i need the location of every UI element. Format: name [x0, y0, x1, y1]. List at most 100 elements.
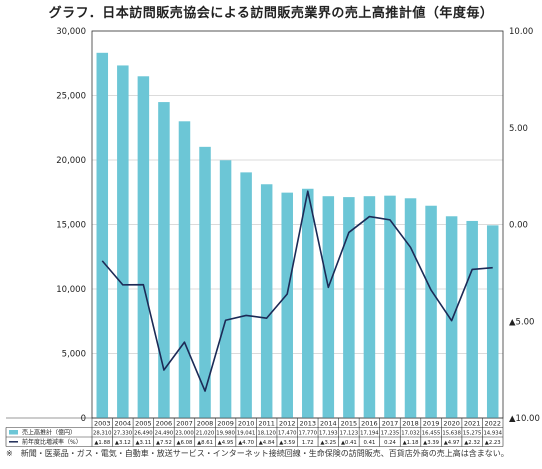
left-tick-label: 20,000: [56, 156, 86, 166]
bar-value-label: 17,235: [381, 431, 400, 437]
x-tick-label: 2019: [423, 420, 440, 428]
left-tick-label: 15,000: [56, 221, 86, 231]
left-tick-label: 30,000: [56, 27, 86, 37]
bar-value-label: 17,770: [299, 431, 318, 437]
bar-value-label: 17,193: [319, 431, 338, 437]
bar-value-label: 19,980: [216, 431, 235, 437]
bar-value-label: 27,330: [114, 431, 133, 437]
bar-value-label: 24,490: [155, 431, 174, 437]
bar: [486, 225, 499, 418]
bar-value-label: 21,020: [196, 431, 215, 437]
bar: [322, 196, 335, 418]
bar: [219, 160, 232, 418]
bar: [343, 197, 355, 418]
x-tick-label: 2012: [279, 420, 296, 428]
legend-label-line: 前年度比増減率（%）: [22, 438, 82, 446]
x-tick-label: 2014: [320, 420, 337, 428]
line-value-label: ▲1.88: [94, 440, 110, 446]
right-tick-label: 0.00: [509, 221, 528, 231]
x-tick-label: 2003: [94, 420, 111, 428]
chart-title: グラフ．日本訪問販売協会による訪問販売業界の売上高推計値（年度毎）: [48, 6, 494, 21]
line-value-label: ▲2.32: [464, 440, 480, 446]
bar-value-label: 17,123: [340, 431, 359, 437]
line-value-label: ▲3.39: [423, 440, 439, 446]
line-value-label: ▲1.18: [403, 440, 419, 446]
bar: [158, 102, 170, 418]
bar-value-label: 26,490: [134, 431, 153, 437]
bar: [466, 220, 478, 418]
left-tick-label: 5,000: [62, 350, 86, 360]
bar: [199, 146, 211, 419]
x-tick-label: 2010: [238, 420, 255, 428]
line-value-label: ▲4.95: [218, 440, 234, 446]
line-value-label: 0.24: [384, 440, 396, 446]
bar-value-label: 19,041: [237, 431, 256, 437]
legend-label-bar: 売上高推計（億円）: [22, 429, 76, 437]
bar-value-label: 15,275: [463, 431, 482, 437]
bar: [117, 65, 129, 419]
line-value-label: ▲3.59: [279, 440, 295, 446]
right-tick-label: 10.00: [509, 27, 533, 37]
bar: [425, 205, 437, 418]
bar: [445, 216, 458, 418]
bar: [281, 192, 293, 418]
x-tick-label: 2022: [484, 420, 501, 428]
line-value-label: ▲3.12: [115, 440, 131, 446]
bar: [260, 184, 273, 418]
bar: [363, 196, 376, 418]
x-tick-label: 2008: [197, 420, 214, 428]
x-tick-label: 2009: [217, 420, 234, 428]
line-value-label: ▲4.84: [259, 440, 275, 446]
bar: [240, 172, 252, 418]
bar: [384, 195, 396, 418]
x-tick-label: 2007: [176, 420, 193, 428]
bar-value-label: 18,120: [257, 431, 276, 437]
x-tick-label: 2021: [464, 420, 481, 428]
bar-value-label: 28,310: [93, 431, 112, 437]
left-tick-label: 0: [81, 414, 86, 424]
line-value-label: ▲7.52: [156, 440, 172, 446]
right-tick-label: ▲10.00: [509, 414, 540, 424]
line-value-label: ▲4.70: [238, 440, 254, 446]
line-value-label: ▲3.11: [135, 440, 151, 446]
x-tick-label: 2018: [402, 420, 419, 428]
line-value-label: ▲6.08: [177, 440, 193, 446]
series-line: [101, 190, 493, 392]
x-tick-label: 2011: [258, 420, 275, 428]
bar-value-label: 17,032: [401, 431, 420, 437]
bar-value-label: 14,934: [483, 431, 502, 437]
left-tick-label: 10,000: [56, 285, 86, 295]
bar-value-label: 23,000: [175, 431, 194, 437]
line-value-label: ▲4.97: [444, 440, 460, 446]
line-value-label: ▲8.61: [197, 440, 213, 446]
bar: [96, 52, 109, 419]
line-value-label: ▲3.25: [320, 440, 336, 446]
line-value-label: 0.41: [364, 440, 376, 446]
bar: [137, 76, 150, 419]
x-tick-label: 2017: [382, 420, 399, 428]
line-value-label: ▲0.41: [341, 440, 357, 446]
bar: [178, 121, 191, 419]
bar-value-label: 17,194: [360, 431, 379, 437]
footnote: ※ 新聞・医薬品・ガス・電気・自動車・放送サービス・インターネット接続回線・生命…: [6, 449, 509, 458]
x-tick-label: 2006: [156, 420, 173, 428]
bar: [302, 188, 314, 418]
x-tick-label: 2013: [300, 420, 317, 428]
x-tick-label: 2020: [443, 420, 460, 428]
x-tick-label: 2005: [135, 420, 152, 428]
bar-value-label: 16,455: [422, 431, 441, 437]
line-value-label: 1.72: [302, 440, 314, 446]
right-tick-label: 5.00: [509, 124, 528, 134]
x-tick-label: 2016: [361, 420, 378, 428]
x-tick-label: 2015: [341, 420, 358, 428]
bar-value-label: 17,470: [278, 431, 297, 437]
left-tick-label: 25,000: [56, 92, 86, 102]
x-tick-label: 2004: [115, 420, 132, 428]
bar: [404, 198, 417, 418]
legend-swatch-bar: [9, 430, 18, 435]
bar-value-label: 15,638: [442, 431, 461, 437]
right-tick-label: ▲5.00: [509, 317, 534, 327]
line-value-label: ▲2.23: [485, 440, 501, 446]
